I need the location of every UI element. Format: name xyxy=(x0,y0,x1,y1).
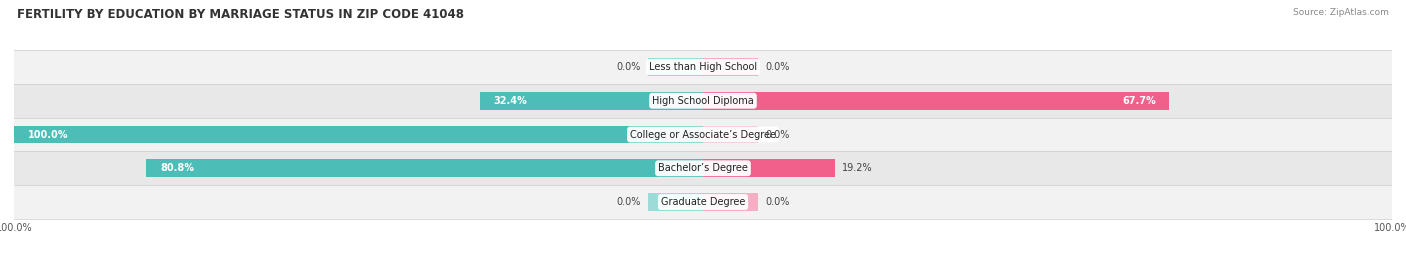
Text: Source: ZipAtlas.com: Source: ZipAtlas.com xyxy=(1294,8,1389,17)
Bar xyxy=(14,118,1392,151)
Text: 0.0%: 0.0% xyxy=(765,197,789,207)
Text: 32.4%: 32.4% xyxy=(494,96,527,106)
Bar xyxy=(14,185,1392,219)
Text: 0.0%: 0.0% xyxy=(765,62,789,72)
Text: 0.0%: 0.0% xyxy=(617,197,641,207)
Text: 19.2%: 19.2% xyxy=(842,163,873,173)
Text: 100.0%: 100.0% xyxy=(28,129,69,140)
Bar xyxy=(648,58,703,76)
Text: 67.7%: 67.7% xyxy=(1122,96,1156,106)
Bar xyxy=(14,84,1392,118)
Bar xyxy=(703,92,1170,109)
Text: 80.8%: 80.8% xyxy=(160,163,194,173)
Bar xyxy=(14,50,1392,84)
Text: FERTILITY BY EDUCATION BY MARRIAGE STATUS IN ZIP CODE 41048: FERTILITY BY EDUCATION BY MARRIAGE STATU… xyxy=(17,8,464,21)
Bar xyxy=(479,92,703,109)
Bar xyxy=(14,126,703,143)
Bar xyxy=(14,151,1392,185)
Text: College or Associate’s Degree: College or Associate’s Degree xyxy=(630,129,776,140)
Bar xyxy=(648,193,703,211)
Text: Bachelor’s Degree: Bachelor’s Degree xyxy=(658,163,748,173)
Text: 0.0%: 0.0% xyxy=(617,62,641,72)
Bar xyxy=(703,160,835,177)
Text: High School Diploma: High School Diploma xyxy=(652,96,754,106)
Text: Graduate Degree: Graduate Degree xyxy=(661,197,745,207)
Text: Less than High School: Less than High School xyxy=(650,62,756,72)
Bar xyxy=(146,160,703,177)
Bar xyxy=(703,58,758,76)
Text: 0.0%: 0.0% xyxy=(765,129,789,140)
Bar xyxy=(703,126,758,143)
Bar xyxy=(703,193,758,211)
